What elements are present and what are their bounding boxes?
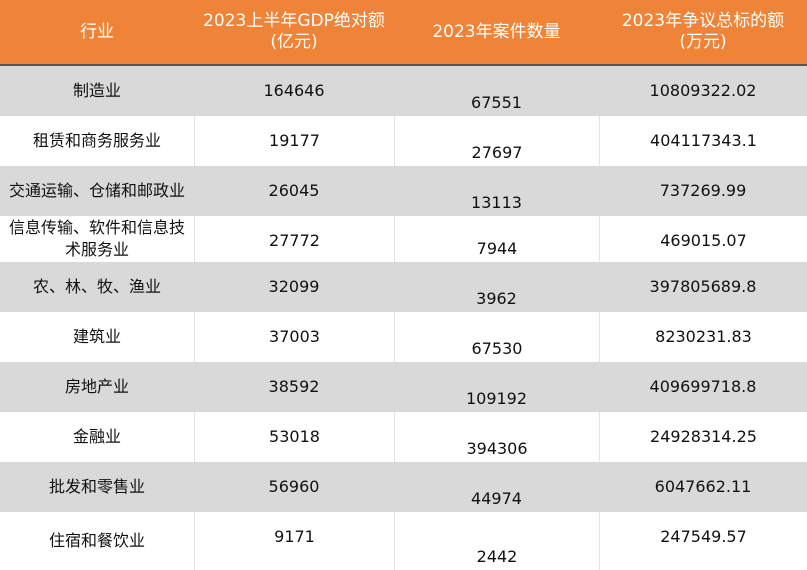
header-amount: 2023年争议总标的额 (万元) bbox=[599, 0, 807, 66]
cell-cases: 13113 bbox=[394, 166, 599, 216]
cell-gdp: 38592 bbox=[194, 362, 394, 412]
cell-gdp: 56960 bbox=[194, 462, 394, 512]
cell-amount: 409699718.8 bbox=[599, 362, 807, 412]
header-cases: 2023年案件数量 bbox=[394, 0, 599, 66]
header-gdp: 2023上半年GDP绝对额 (亿元) bbox=[194, 0, 394, 66]
cell-cases: 67551 bbox=[394, 66, 599, 116]
cell-gdp: 27772 bbox=[194, 216, 394, 262]
header-amount-text: 2023年争议总标的额 (万元) bbox=[621, 11, 785, 52]
cell-amount: 737269.99 bbox=[599, 166, 807, 216]
cell-amount: 8230231.83 bbox=[599, 312, 807, 362]
header-gdp-text: 2023上半年GDP绝对额 (亿元) bbox=[203, 11, 385, 52]
cell-industry: 批发和零售业 bbox=[0, 462, 194, 512]
header-industry: 行业 bbox=[0, 0, 194, 66]
cell-industry: 信息传输、软件和信息技术服务业 bbox=[0, 216, 194, 262]
cell-industry: 交通运输、仓储和邮政业 bbox=[0, 166, 194, 216]
cell-gdp: 164646 bbox=[194, 66, 394, 116]
cell-gdp: 37003 bbox=[194, 312, 394, 362]
cell-amount: 397805689.8 bbox=[599, 262, 807, 312]
cell-cases: 394306 bbox=[394, 412, 599, 462]
cell-gdp: 32099 bbox=[194, 262, 394, 312]
cell-cases: 44974 bbox=[394, 462, 599, 512]
cell-amount: 10809322.02 bbox=[599, 66, 807, 116]
cell-amount: 6047662.11 bbox=[599, 462, 807, 512]
cell-industry: 住宿和餐饮业 bbox=[0, 512, 194, 570]
cell-gdp: 19177 bbox=[194, 116, 394, 166]
cell-gdp: 26045 bbox=[194, 166, 394, 216]
cell-cases: 2442 bbox=[394, 512, 599, 570]
cell-gdp: 9171 bbox=[194, 512, 394, 570]
cell-industry: 农、林、牧、渔业 bbox=[0, 262, 194, 312]
cell-cases: 109192 bbox=[394, 362, 599, 412]
cell-cases: 3962 bbox=[394, 262, 599, 312]
cell-industry: 制造业 bbox=[0, 66, 194, 116]
cell-cases: 27697 bbox=[394, 116, 599, 166]
cell-amount: 404117343.1 bbox=[599, 116, 807, 166]
cell-industry: 房地产业 bbox=[0, 362, 194, 412]
cell-gdp: 53018 bbox=[194, 412, 394, 462]
cell-amount: 469015.07 bbox=[599, 216, 807, 262]
cell-industry: 建筑业 bbox=[0, 312, 194, 362]
cell-industry: 租赁和商务服务业 bbox=[0, 116, 194, 166]
cell-amount: 24928314.25 bbox=[599, 412, 807, 462]
cell-cases: 7944 bbox=[394, 216, 599, 262]
cell-cases: 67530 bbox=[394, 312, 599, 362]
cell-amount: 247549.57 bbox=[599, 512, 807, 570]
cell-industry: 金融业 bbox=[0, 412, 194, 462]
